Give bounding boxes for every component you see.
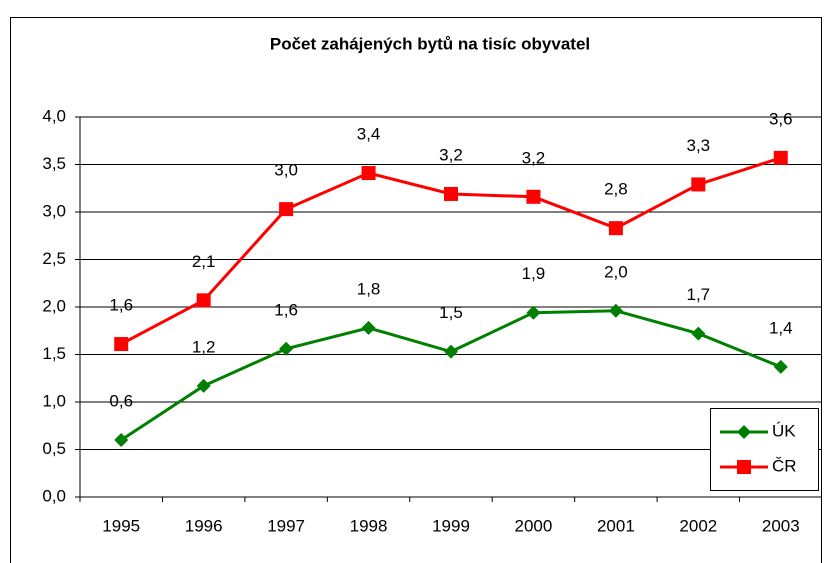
point xyxy=(114,337,129,352)
point xyxy=(737,425,751,439)
point xyxy=(361,320,376,335)
point xyxy=(444,186,458,201)
data-label: 2,0 xyxy=(604,262,628,281)
x-tick-label: 2002 xyxy=(679,516,717,535)
data-label: 1,5 xyxy=(439,303,463,322)
data-label: 1,6 xyxy=(109,296,133,315)
point xyxy=(114,433,129,447)
y-tick-label: 0,5 xyxy=(42,439,66,458)
data-label: 1,8 xyxy=(357,279,381,298)
point xyxy=(279,341,294,356)
point xyxy=(526,305,541,320)
y-tick-label: 0,0 xyxy=(42,486,66,505)
x-tick-label: 1997 xyxy=(267,516,305,535)
y-tick-label: 4,0 xyxy=(42,106,66,125)
point xyxy=(279,202,294,217)
x-tick-label: 1998 xyxy=(350,516,388,535)
data-label: 1,4 xyxy=(769,318,793,337)
point xyxy=(773,150,788,165)
point xyxy=(773,359,788,374)
data-label: 1,9 xyxy=(522,264,546,283)
point xyxy=(691,177,706,192)
y-tick-label: 2,0 xyxy=(42,296,66,315)
point xyxy=(526,189,541,204)
y-tick-label: 3,5 xyxy=(42,154,66,173)
y-tick-label: 1,0 xyxy=(42,391,66,410)
y-tick-label: 1,5 xyxy=(42,344,66,363)
y-tick-label: 2,5 xyxy=(42,249,66,268)
point xyxy=(608,303,623,318)
data-label: 2,1 xyxy=(192,252,216,271)
point xyxy=(196,378,211,393)
point xyxy=(361,166,376,181)
legend-label: ČR xyxy=(772,456,797,475)
data-label: 1,7 xyxy=(687,285,711,304)
data-label: 3,6 xyxy=(769,109,793,128)
legend-box xyxy=(710,408,819,491)
point xyxy=(444,344,458,359)
x-tick-label: 2001 xyxy=(597,516,635,535)
data-label: 0,6 xyxy=(109,391,133,410)
y-tick-label: 3,0 xyxy=(42,201,66,220)
point xyxy=(608,221,623,236)
x-tick-label: 1995 xyxy=(102,516,140,535)
data-label: 1,6 xyxy=(274,300,298,319)
data-label: 3,4 xyxy=(357,125,381,144)
data-label: 3,2 xyxy=(522,148,546,167)
x-tick-label: 1999 xyxy=(432,516,470,535)
chart-frame xyxy=(10,17,822,563)
legend-label: ÚK xyxy=(772,421,796,440)
point xyxy=(737,460,751,474)
data-label: 3,0 xyxy=(274,161,298,180)
data-label: 3,3 xyxy=(687,136,711,155)
x-tick-label: 1996 xyxy=(185,516,223,535)
x-tick-label: 2003 xyxy=(762,516,800,535)
x-tick-label: 2000 xyxy=(515,516,553,535)
chart-title: Počet zahájených bytů na tisíc obyvatel xyxy=(270,34,590,53)
data-label: 2,8 xyxy=(604,180,628,199)
data-label: 3,2 xyxy=(439,145,463,164)
point xyxy=(691,326,706,341)
data-label: 1,2 xyxy=(192,337,216,356)
point xyxy=(196,293,211,308)
